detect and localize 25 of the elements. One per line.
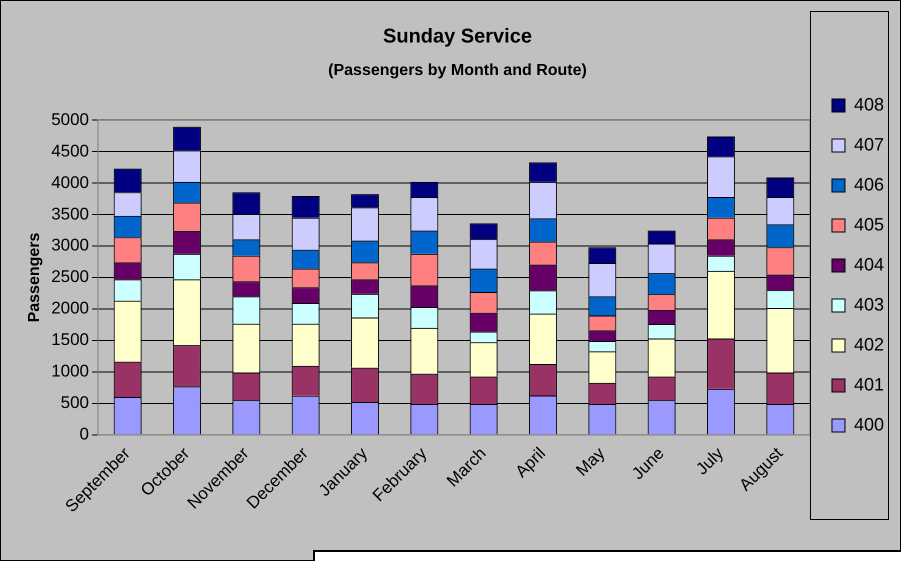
legend-label: 406 <box>854 174 884 194</box>
legend-label: 405 <box>854 214 884 234</box>
legend-label: 404 <box>854 254 884 274</box>
legend-label: 403 <box>854 294 884 314</box>
chart-subtitle: (Passengers by Month and Route) <box>328 62 587 80</box>
chart-title: Sunday Service <box>383 26 532 48</box>
y-tick-label: 2500 <box>51 267 90 286</box>
legend-label: 407 <box>854 134 884 154</box>
y-tick-label: 1500 <box>51 330 90 350</box>
legend-label: 402 <box>854 334 884 354</box>
legend-label: 401 <box>854 374 884 394</box>
y-tick-label: 4500 <box>51 141 90 160</box>
y-tick-label: 4000 <box>51 172 90 192</box>
x-tick-label: July <box>692 443 728 479</box>
y-tick-label: 3000 <box>51 236 90 255</box>
y-axis-title: Passengers <box>26 232 44 322</box>
y-tick-label: 0 <box>80 424 90 444</box>
y-tick-label: 500 <box>60 393 90 412</box>
x-tick-label: May <box>572 443 609 480</box>
y-tick-label: 2000 <box>51 298 90 318</box>
legend-label: 400 <box>854 414 884 434</box>
legend-label: 408 <box>854 94 884 114</box>
y-tick-label: 1000 <box>51 362 90 381</box>
y-tick-label: 3500 <box>51 204 90 224</box>
y-tick-label: 5000 <box>51 110 90 129</box>
